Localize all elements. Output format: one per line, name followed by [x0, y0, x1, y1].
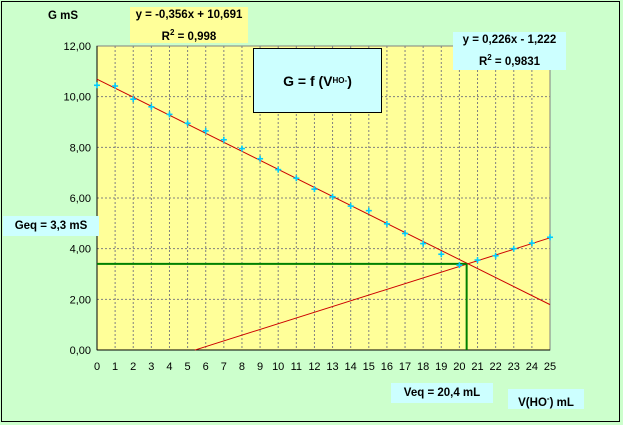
data-point	[438, 251, 445, 258]
fit-line-2	[194, 237, 551, 351]
x-tick-label: 8	[239, 361, 245, 373]
x-tick-label: 20	[453, 361, 465, 373]
data-points	[94, 82, 553, 269]
equivalence-lines	[97, 262, 468, 350]
axis-ticks: 0 1 2 3 4 5 6 7 8 9 10 11 12 13 14 15 16 17 18 19 20 21 22 23 24…	[63, 41, 556, 373]
y-axis-label: G mS	[48, 10, 79, 22]
fit2-r2: R2 = 0,9831	[478, 53, 541, 68]
x-tick-label: 11	[291, 361, 302, 373]
data-point	[130, 96, 137, 103]
x-tick-label: 0	[94, 361, 100, 373]
y-tick-label: 8,00	[70, 142, 91, 154]
x-tick-label: 14	[345, 361, 357, 373]
y-tick-label: 0,00	[70, 345, 91, 357]
x-tick-label: 24	[526, 361, 538, 373]
veq-label: Veq = 20,4 mL	[391, 383, 493, 403]
x-tick-label: 4	[166, 361, 172, 373]
fit1-r2: R2 = 0,998	[161, 28, 217, 43]
y-tick-label: 2,00	[70, 294, 91, 306]
data-point	[148, 103, 155, 110]
y-tick-label: 6,00	[70, 193, 91, 205]
data-point	[112, 83, 119, 90]
x-tick-label: 13	[326, 361, 338, 373]
y-tick-label: 10,00	[63, 92, 91, 104]
x-tick-label: 3	[148, 361, 154, 373]
chart-title: G = f (V HO -)	[253, 48, 382, 113]
geq-label: Geq = 3,3 mS	[3, 216, 99, 236]
y-tick-label: 12,00	[63, 41, 91, 53]
x-tick-label: 6	[203, 361, 209, 373]
x-tick-label: 17	[399, 361, 411, 373]
x-tick-label: 16	[381, 361, 393, 373]
fit-line-1	[96, 78, 551, 306]
fit2-equation: y = 0,226x - 1,222	[462, 34, 557, 46]
data-point	[547, 234, 553, 241]
x-tick-label: 10	[272, 361, 284, 373]
data-point	[257, 155, 264, 162]
data-point	[510, 245, 517, 252]
data-point	[383, 220, 390, 227]
x-tick-label: 15	[363, 361, 375, 373]
data-point	[365, 207, 372, 214]
x-tick-label: 2	[130, 361, 136, 373]
data-point	[347, 203, 354, 210]
x-tick-label: 23	[508, 361, 520, 373]
x-tick-label: 9	[257, 361, 263, 373]
data-point	[166, 111, 173, 118]
data-point	[94, 82, 100, 89]
data-point	[275, 166, 282, 173]
x-axis-label: V(HO-) mL	[508, 389, 584, 409]
data-point	[402, 230, 409, 237]
data-point	[238, 145, 245, 152]
data-point	[184, 120, 191, 127]
data-point	[202, 127, 209, 134]
x-tick-label: 18	[417, 361, 429, 373]
x-tick-label: 1	[112, 361, 118, 373]
data-point	[492, 252, 499, 259]
data-point	[311, 186, 318, 193]
x-tick-label: 12	[308, 361, 320, 373]
data-point	[329, 193, 336, 200]
x-tick-label: 22	[490, 361, 502, 373]
fit1-equation-box: y = -0,356x + 10,691 R2 = 0,998	[130, 7, 248, 43]
fit2-equation-box: y = 0,226x - 1,222 R2 = 0,9831	[453, 32, 566, 70]
data-point	[456, 262, 463, 269]
x-tick-label: 25	[544, 361, 556, 373]
data-point	[293, 175, 300, 182]
data-point	[528, 240, 535, 247]
y-tick-label: 4,00	[70, 244, 91, 256]
fit1-equation: y = -0,356x + 10,691	[135, 9, 243, 21]
data-point	[420, 240, 427, 247]
fit-lines	[96, 78, 551, 351]
x-tick-label: 19	[435, 361, 447, 373]
data-point	[474, 257, 481, 264]
x-tick-label: 21	[471, 361, 483, 373]
data-point	[220, 136, 227, 143]
x-tick-label: 7	[221, 361, 227, 373]
x-tick-label: 5	[185, 361, 191, 373]
